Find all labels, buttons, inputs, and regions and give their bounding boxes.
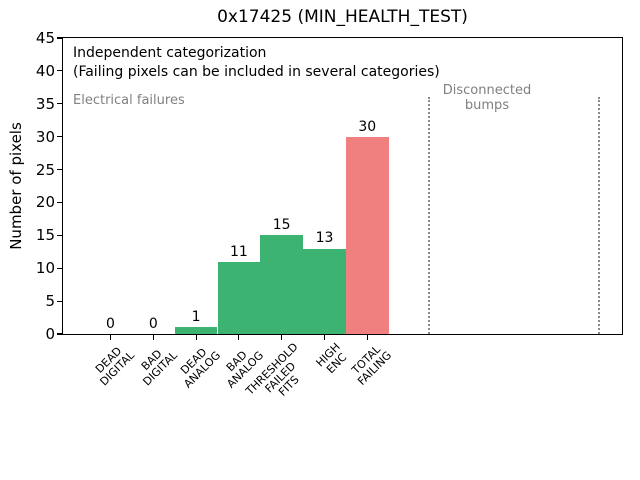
annotation-note-line1: Independent categorization — [73, 45, 267, 61]
bar-value-label: 13 — [315, 230, 334, 247]
plot-area: Independent categorization (Failing pixe… — [62, 37, 623, 335]
bar-value-label: 11 — [229, 243, 248, 260]
x-tick-label: HIGH ENC — [313, 340, 350, 377]
y-tick-mark — [57, 267, 62, 269]
y-tick-label: 5 — [45, 292, 55, 311]
y-tick-label: 15 — [35, 226, 55, 245]
x-tick-mark — [195, 335, 197, 340]
annotation-note-line2: (Failing pixels can be included in sever… — [73, 64, 440, 80]
x-tick-mark — [323, 335, 326, 340]
y-tick-label: 20 — [35, 193, 55, 212]
y-tick-label: 35 — [35, 94, 55, 113]
x-tick-mark — [152, 335, 154, 340]
x-tick-label: DEAD ANALOG — [177, 345, 224, 391]
bar — [345, 136, 389, 334]
x-tick-mark — [366, 335, 368, 340]
x-tick-label: BAD DIGITAL — [139, 347, 181, 389]
bar-value-label: 1 — [191, 309, 201, 326]
x-tick-mark — [109, 335, 112, 340]
bar-value-label: 15 — [272, 217, 291, 234]
bar — [260, 235, 304, 334]
bar — [303, 248, 346, 334]
y-tick-mark — [57, 37, 62, 39]
y-tick-mark — [57, 70, 62, 72]
bar-value-label: 30 — [358, 118, 377, 135]
y-tick-mark — [57, 168, 62, 171]
y-tick-label: 0 — [45, 325, 55, 343]
x-tick-mark — [281, 335, 283, 340]
x-tick-label: TOTAL FAILING — [349, 342, 395, 388]
bar-value-label: 0 — [148, 316, 158, 332]
y-tick-mark — [57, 333, 62, 335]
y-tick-label: 30 — [35, 127, 55, 146]
y-tick-mark — [57, 234, 62, 236]
x-tick-mark — [238, 335, 240, 340]
y-tick-label: 40 — [35, 61, 55, 80]
annotation-electrical-failures: Electrical failures — [73, 93, 185, 108]
y-tick-mark — [57, 201, 62, 204]
y-tick-mark — [57, 136, 62, 138]
x-tick-label: DEAD DIGITAL — [93, 344, 138, 389]
y-tick-mark — [57, 300, 62, 302]
bar-value-label: 0 — [106, 316, 115, 332]
y-tick-mark — [57, 103, 62, 105]
bar — [217, 261, 261, 334]
annotation-disconnected-bumps: Disconnected bumps — [442, 83, 532, 113]
separator-line — [428, 97, 431, 334]
y-tick-label: 10 — [35, 259, 55, 278]
chart-title: 0x17425 (MIN_HEALTH_TEST) — [217, 7, 468, 27]
y-tick-label: 25 — [35, 160, 55, 179]
bar — [174, 327, 218, 334]
separator-line — [597, 97, 600, 334]
y-tick-label: 45 — [35, 29, 55, 47]
